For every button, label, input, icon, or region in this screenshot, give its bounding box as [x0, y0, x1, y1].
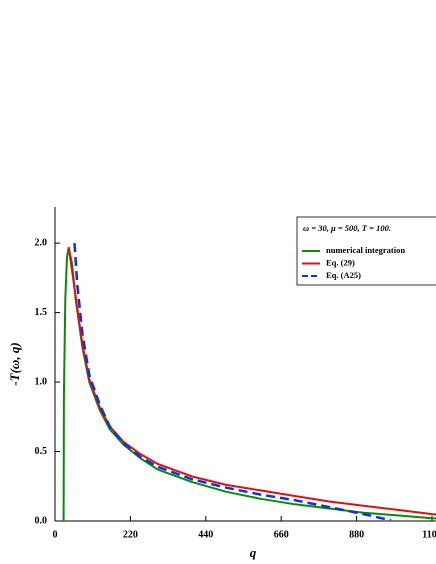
x-tick-label: 220 — [123, 529, 138, 540]
x-tick-label: 660 — [274, 529, 289, 540]
x-tick-label: 1100 — [422, 529, 436, 540]
y-tick-label: 1.0 — [35, 376, 48, 387]
y-tick-label: 0.5 — [35, 446, 48, 457]
series-line — [67, 247, 436, 516]
y-tick-label: 2.0 — [35, 237, 48, 248]
y-axis-label: -T(ω, q) — [7, 342, 22, 385]
legend-label: numerical integration — [326, 245, 405, 255]
legend-box — [296, 216, 436, 286]
legend-title: ω = 30, μ = 500, T = 100. — [303, 223, 391, 233]
y-tick-label: 1.5 — [35, 307, 48, 318]
x-tick-label: 880 — [349, 529, 364, 540]
legend-label: Eq. (29) — [326, 257, 355, 267]
x-axis-label: q — [250, 545, 257, 560]
series-line — [62, 247, 436, 522]
series-line — [73, 243, 392, 522]
legend-label: Eq. (A25) — [326, 270, 361, 280]
x-tick-label: 0 — [53, 529, 58, 540]
x-tick-label: 440 — [198, 529, 213, 540]
y-tick-label: 0.0 — [35, 515, 48, 526]
